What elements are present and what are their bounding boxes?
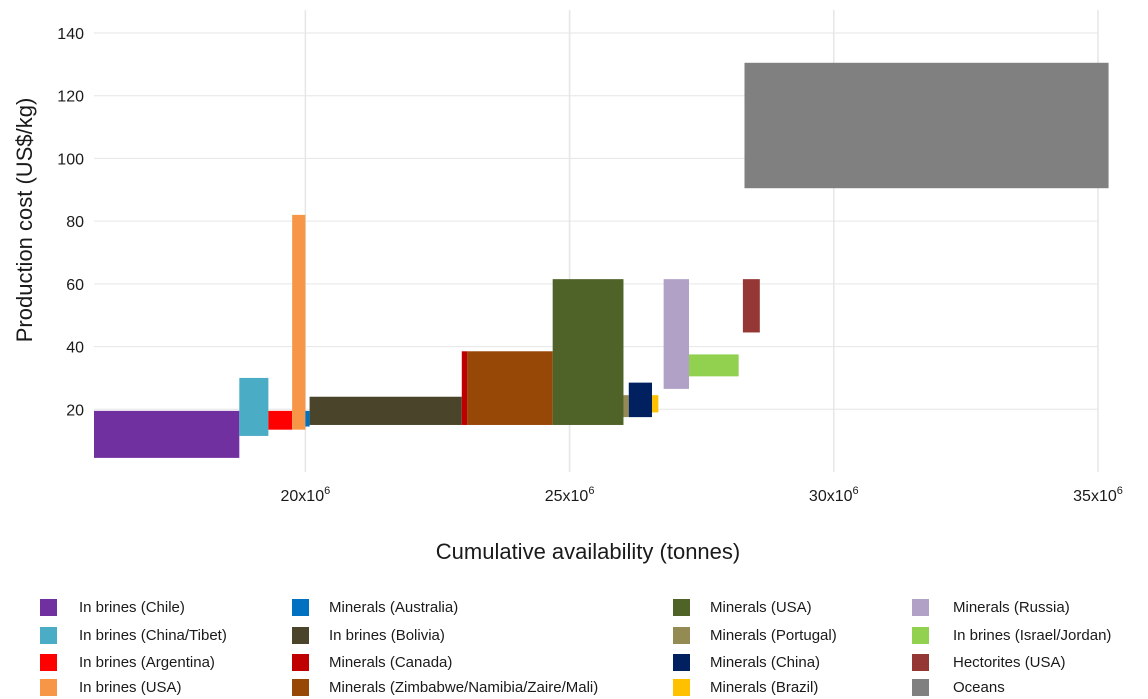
legend-item: Minerals (Canada) — [292, 651, 452, 673]
legend-item: Minerals (China) — [673, 651, 820, 673]
legend-swatch — [40, 598, 57, 616]
bar — [309, 396, 462, 425]
legend-item: Minerals (Portugal) — [673, 624, 837, 646]
legend-label: Oceans — [953, 678, 1005, 696]
legend-item: In brines (Chile) — [40, 596, 185, 618]
chart-svg: 20 40 60 80 100 120 140 20x106 25x106 30x106 35x1… — [12, 10, 1123, 564]
legend-label: In brines (Israel/Jordan) — [953, 626, 1112, 644]
legend-swatch — [292, 598, 309, 616]
legend: In brines (Chile) In brines (China/Tibet)… — [0, 596, 1148, 699]
bars — [94, 62, 1109, 458]
legend-swatch — [673, 678, 690, 696]
bar — [292, 214, 306, 430]
y-tick-label: 120 — [57, 89, 84, 106]
legend-swatch — [673, 626, 690, 644]
legend-item: Minerals (USA) — [673, 596, 812, 618]
legend-item: Minerals (Russia) — [912, 596, 1070, 618]
legend-item: In brines (USA) — [40, 676, 182, 698]
legend-item: Oceans — [912, 676, 1005, 698]
bar — [689, 354, 739, 377]
legend-label: In brines (USA) — [79, 678, 182, 696]
x-tick-label: 30x106 — [809, 485, 859, 505]
y-tick-label: 20 — [66, 402, 84, 419]
y-tick-label: 60 — [66, 277, 84, 294]
legend-swatch — [673, 653, 690, 671]
legend-label: Minerals (USA) — [710, 598, 812, 616]
legend-swatch — [40, 653, 57, 671]
legend-item: In brines (Israel/Jordan) — [912, 624, 1111, 646]
y-axis-title: Production cost (US$/kg) — [12, 98, 37, 343]
legend-label: Minerals (Russia) — [953, 598, 1070, 616]
legend-label: In brines (Chile) — [79, 598, 185, 616]
legend-label: Minerals (Australia) — [329, 598, 459, 616]
legend-label: Minerals (Portugal) — [710, 626, 837, 644]
bar — [461, 351, 468, 425]
legend-label: Minerals (Canada) — [329, 653, 453, 671]
bar — [305, 410, 310, 427]
legend-swatch — [292, 626, 309, 644]
y-tick-labels: 20 40 60 80 100 120 140 — [57, 26, 84, 419]
bar — [268, 410, 293, 430]
legend-item: In brines (Bolivia) — [292, 624, 445, 646]
bar — [663, 279, 690, 389]
legend-item: Hectorites (USA) — [912, 651, 1066, 673]
bar — [94, 410, 240, 458]
legend-label: Minerals (China) — [710, 653, 821, 671]
legend-label: Hectorites (USA) — [953, 653, 1066, 671]
legend-item: Minerals (Brazil) — [673, 676, 818, 698]
legend-item: Minerals (Zimbabwe/Namibia/Zaire/Mali) — [292, 676, 598, 698]
legend-swatch — [292, 653, 309, 671]
legend-label: In brines (China/Tibet) — [79, 626, 227, 644]
y-tick-label: 40 — [66, 340, 84, 357]
bar — [628, 382, 653, 418]
y-tick-label: 140 — [57, 26, 84, 43]
legend-swatch — [292, 678, 309, 696]
legend-swatch — [912, 626, 929, 644]
legend-swatch — [912, 678, 929, 696]
legend-swatch — [40, 678, 57, 696]
legend-swatch — [40, 626, 57, 644]
x-tick-label: 20x106 — [281, 485, 331, 505]
legend-label: Minerals (Brazil) — [710, 678, 819, 696]
bar — [552, 279, 624, 425]
bar — [744, 62, 1109, 189]
x-tick-label: 25x106 — [545, 485, 595, 505]
x-tick-labels: 20x106 25x106 30x106 35x106 — [281, 485, 1123, 505]
bar — [623, 395, 629, 418]
legend-label: Minerals (Zimbabwe/Namibia/Zaire/Mali) — [329, 678, 599, 696]
bar — [652, 395, 659, 413]
bar — [467, 351, 553, 425]
legend-item: In brines (Argentina) — [40, 651, 215, 673]
y-tick-label: 100 — [57, 151, 84, 168]
y-tick-label: 80 — [66, 214, 84, 231]
bar — [239, 377, 269, 436]
legend-swatch — [912, 653, 929, 671]
bar — [742, 279, 760, 333]
legend-label: In brines (Bolivia) — [329, 626, 445, 644]
legend-swatch — [673, 598, 690, 616]
legend-item: Minerals (Australia) — [292, 596, 458, 618]
legend-item: In brines (China/Tibet) — [40, 624, 227, 646]
x-tick-label: 35x106 — [1073, 485, 1123, 505]
x-axis-title: Cumulative availability (tonnes) — [436, 539, 740, 564]
legend-label: In brines (Argentina) — [79, 653, 215, 671]
legend-swatch — [912, 598, 929, 616]
